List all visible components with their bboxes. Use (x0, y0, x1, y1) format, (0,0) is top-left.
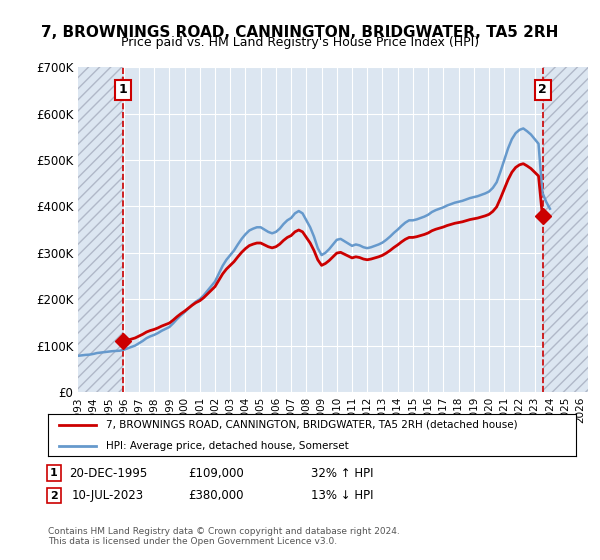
Text: 20-DEC-1995: 20-DEC-1995 (69, 466, 147, 480)
Bar (542, 67, 588, 392)
Text: 10-JUL-2023: 10-JUL-2023 (72, 489, 144, 502)
Text: 32% ↑ HPI: 32% ↑ HPI (311, 466, 373, 480)
Text: 1: 1 (50, 468, 58, 478)
Text: 7, BROWNINGS ROAD, CANNINGTON, BRIDGWATER, TA5 2RH: 7, BROWNINGS ROAD, CANNINGTON, BRIDGWATE… (41, 25, 559, 40)
Text: 13% ↓ HPI: 13% ↓ HPI (311, 489, 373, 502)
Text: 7, BROWNINGS ROAD, CANNINGTON, BRIDGWATER, TA5 2RH (detached house): 7, BROWNINGS ROAD, CANNINGTON, BRIDGWATE… (106, 420, 518, 430)
Text: 1: 1 (119, 83, 128, 96)
Bar (78, 67, 123, 392)
Text: Price paid vs. HM Land Registry's House Price Index (HPI): Price paid vs. HM Land Registry's House … (121, 36, 479, 49)
Text: 2: 2 (538, 83, 547, 96)
Text: £380,000: £380,000 (188, 489, 244, 502)
Text: HPI: Average price, detached house, Somerset: HPI: Average price, detached house, Some… (106, 441, 349, 451)
Text: 2: 2 (50, 491, 58, 501)
Text: Contains HM Land Registry data © Crown copyright and database right 2024.
This d: Contains HM Land Registry data © Crown c… (48, 526, 400, 546)
Text: £109,000: £109,000 (188, 466, 244, 480)
